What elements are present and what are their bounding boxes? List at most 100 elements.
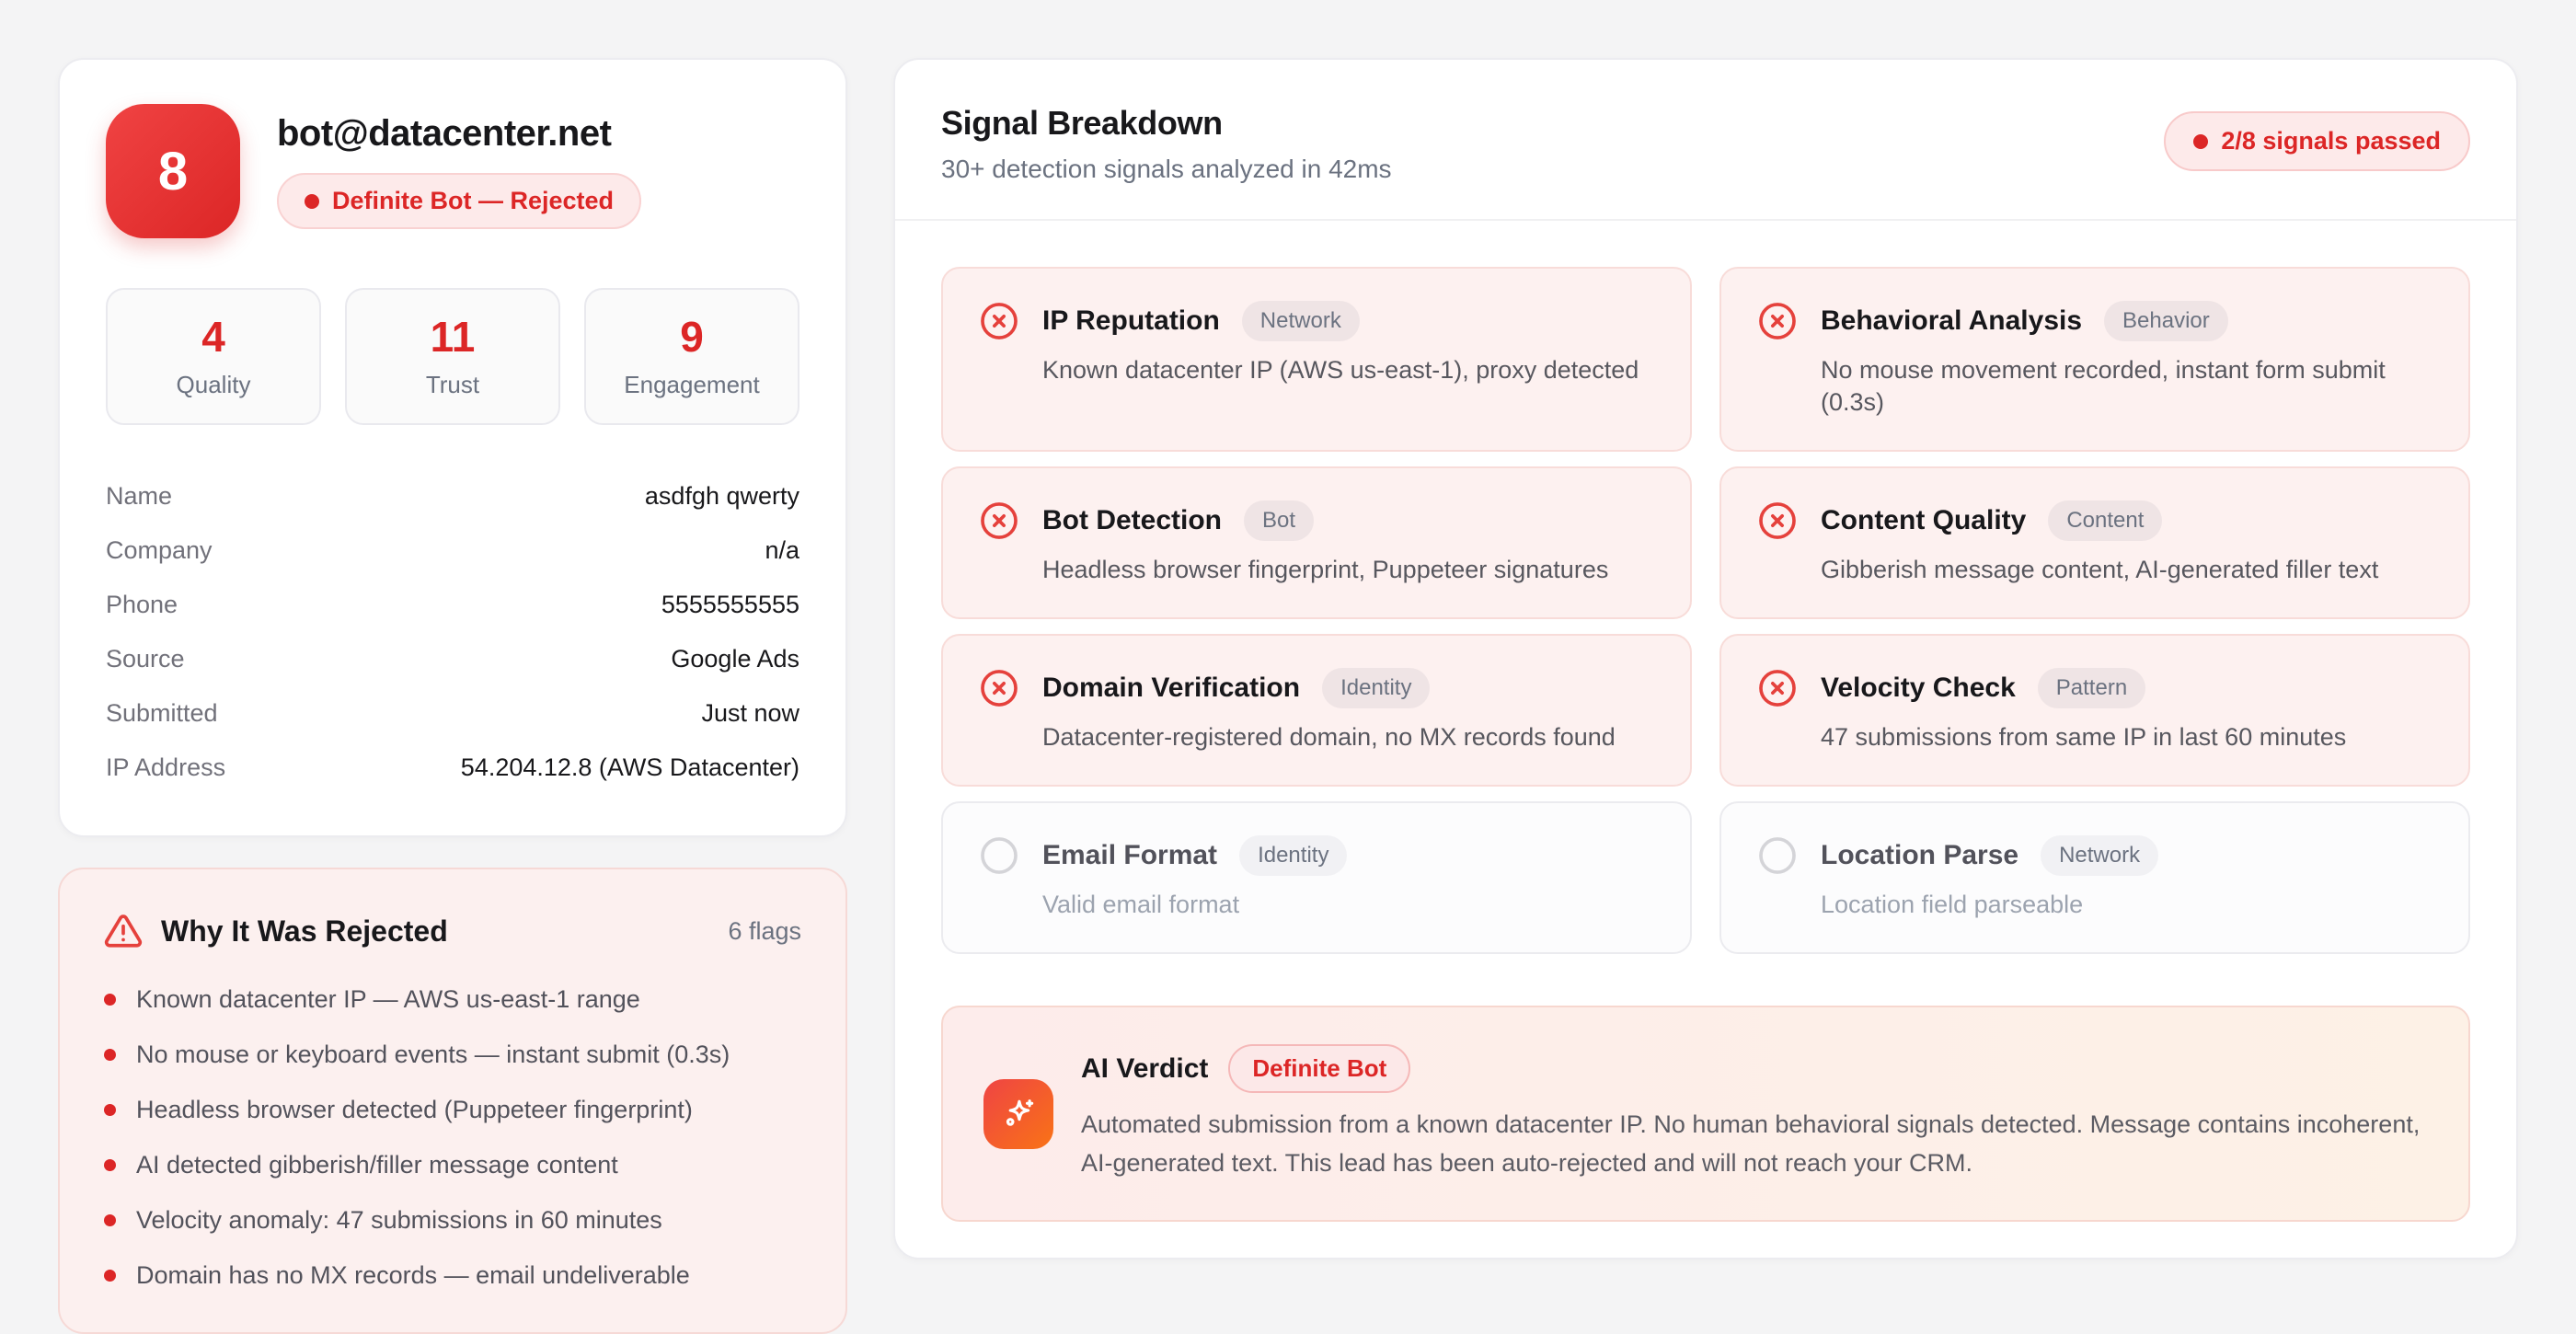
detail-row-source: Source Google Ads [106, 632, 799, 686]
rejection-title: Why It Was Rejected [161, 914, 448, 948]
status-label: Definite Bot — Rejected [332, 187, 615, 214]
failed-circle-x-icon [1759, 303, 1796, 339]
failed-circle-x-icon [1759, 670, 1796, 707]
signal-description: 47 submissions from same IP in last 60 m… [1821, 723, 2347, 752]
lead-score-value: 8 [157, 141, 189, 201]
ai-verdict-badge: Definite Bot [1228, 1044, 1411, 1094]
flag-item: Domain has no MX records — email undeliv… [104, 1261, 801, 1290]
signal-description: Location field parseable [1821, 891, 2084, 919]
flag-dot-icon [104, 1159, 116, 1171]
signal-name: Content Quality [1821, 505, 2027, 536]
neutral-circle-icon [1759, 837, 1796, 875]
detail-row-name: Name asdfgh qwerty [106, 469, 799, 523]
detail-value: Google Ads [671, 645, 799, 673]
signal-category-tag: Network [2041, 835, 2159, 877]
signal-category-tag: Network [1241, 301, 1360, 341]
detail-row-submitted: Submitted Just now [106, 686, 799, 741]
lead-details-list: Name asdfgh qwerty Company n/a Phone 555… [106, 469, 799, 795]
left-column: 8 bot@datacenter.net Definite Bot — Reje… [58, 58, 847, 1334]
detail-label: Company [106, 536, 213, 564]
ai-verdict-header: AI Verdict Definite Bot [1081, 1044, 2428, 1094]
signal-card-domain-verification: Domain Verification Identity Datacenter-… [941, 634, 1692, 788]
signal-name: Bot Detection [1042, 505, 1222, 536]
flag-list: Known datacenter IP — AWS us-east-1 rang… [104, 985, 801, 1290]
flag-text: Domain has no MX records — email undeliv… [136, 1261, 690, 1289]
flag-dot-icon [104, 1214, 116, 1226]
rejection-header: Why It Was Rejected 6 flags [104, 912, 801, 950]
signal-grid: IP Reputation Network Known datacenter I… [941, 267, 2470, 955]
signal-name: Email Format [1042, 840, 1218, 871]
lead-score-avatar: 8 [106, 104, 240, 238]
ai-verdict-description: Automated submission from a known datace… [1081, 1110, 2421, 1178]
score-card-engagement: 9 Engagement [584, 288, 799, 425]
score-cards: 4 Quality 11 Trust 9 Engagement [106, 288, 799, 425]
detail-label: Source [106, 645, 185, 673]
detail-row-phone: Phone 5555555555 [106, 578, 799, 632]
flag-text: No mouse or keyboard events — instant su… [136, 1041, 730, 1068]
flag-text: Known datacenter IP — AWS us-east-1 rang… [136, 985, 640, 1013]
flag-dot-icon [104, 994, 116, 1006]
signal-card-bot-detection: Bot Detection Bot Headless browser finge… [941, 466, 1692, 620]
passed-badge-label: 2/8 signals passed [2221, 127, 2441, 155]
detail-label: Phone [106, 591, 178, 618]
flag-item: Velocity anomaly: 47 submissions in 60 m… [104, 1206, 801, 1235]
signal-breakdown-subtitle: 30+ detection signals analyzed in 42ms [941, 155, 1392, 183]
signal-breakdown-title: Signal Breakdown [941, 104, 1223, 142]
signal-description: Gibberish message content, AI-generated … [1821, 556, 2379, 584]
detail-row-ip: IP Address 54.204.12.8 (AWS Datacenter) [106, 741, 799, 795]
signal-category-tag: Pattern [2037, 668, 2146, 709]
signal-card-velocity-check: Velocity Check Pattern 47 submissions fr… [1719, 634, 2470, 788]
warning-triangle-icon [104, 914, 143, 948]
signal-card-header: Behavioral Analysis Behavior [1756, 300, 2433, 342]
signal-card-ip-reputation: IP Reputation Network Known datacenter I… [941, 267, 1692, 453]
signal-breakdown-header: Signal Breakdown 30+ detection signals a… [895, 60, 2516, 221]
signal-name: Behavioral Analysis [1821, 305, 2083, 336]
flag-item: AI detected gibberish/filler message con… [104, 1151, 801, 1179]
signal-card-header: Velocity Check Pattern [1756, 667, 2433, 709]
failed-circle-x-icon [1759, 502, 1796, 540]
detail-value: n/a [765, 536, 799, 564]
flag-text: Velocity anomaly: 47 submissions in 60 m… [136, 1206, 662, 1234]
detail-label: Submitted [106, 699, 218, 727]
signal-card-header: Email Format Identity [978, 834, 1655, 877]
score-card-quality: 4 Quality [106, 288, 321, 425]
signal-category-tag: Identity [1322, 668, 1431, 709]
signal-category-tag: Content [2048, 500, 2163, 542]
lead-email: bot@datacenter.net [277, 113, 612, 154]
engagement-label: Engagement [624, 371, 760, 398]
detail-value: 54.204.12.8 (AWS Datacenter) [460, 753, 799, 781]
flag-dot-icon [104, 1104, 116, 1116]
signals-passed-badge: 2/8 signals passed [2164, 111, 2470, 171]
signal-breakdown-panel: Signal Breakdown 30+ detection signals a… [893, 58, 2518, 1259]
flag-text: Headless browser detected (Puppeteer fin… [136, 1096, 693, 1123]
signal-name: Velocity Check [1821, 673, 2016, 704]
quality-label: Quality [176, 371, 251, 398]
detail-value: 5555555555 [661, 591, 799, 618]
ai-verdict-title: AI Verdict [1081, 1052, 1209, 1084]
signal-category-tag: Behavior [2104, 301, 2228, 341]
signal-card-email-format: Email Format Identity Valid email format [941, 801, 1692, 955]
rejection-panel: Why It Was Rejected 6 flags Known datace… [58, 868, 847, 1334]
passed-badge-dot-icon [2193, 133, 2209, 149]
signal-description: No mouse movement recorded, instant form… [1821, 356, 2386, 417]
failed-circle-x-icon [981, 303, 1018, 339]
signal-breakdown-body: IP Reputation Network Known datacenter I… [895, 221, 2516, 1258]
lead-header: 8 bot@datacenter.net Definite Bot — Reje… [106, 104, 799, 238]
detail-label: Name [106, 482, 173, 510]
signal-description: Valid email format [1042, 891, 1240, 919]
detail-label: IP Address [106, 753, 226, 781]
signal-card-header: IP Reputation Network [978, 300, 1655, 342]
signal-category-tag: Bot [1244, 500, 1315, 542]
flag-item: No mouse or keyboard events — instant su… [104, 1041, 801, 1069]
neutral-circle-icon [981, 837, 1018, 875]
signal-card-header: Location Parse Network [1756, 834, 2433, 877]
detail-row-company: Company n/a [106, 523, 799, 578]
trust-label: Trust [425, 371, 480, 398]
signal-category-tag: Identity [1239, 835, 1348, 877]
signal-description: Datacenter-registered domain, no MX reco… [1042, 723, 1616, 752]
signal-description: Headless browser fingerprint, Puppeteer … [1042, 556, 1609, 584]
signal-name: Location Parse [1821, 840, 2019, 871]
signal-card-behavioral-analysis: Behavioral Analysis Behavior No mouse mo… [1719, 267, 2470, 453]
ai-verdict-card: AI Verdict Definite Bot Automated submis… [941, 1006, 2470, 1223]
